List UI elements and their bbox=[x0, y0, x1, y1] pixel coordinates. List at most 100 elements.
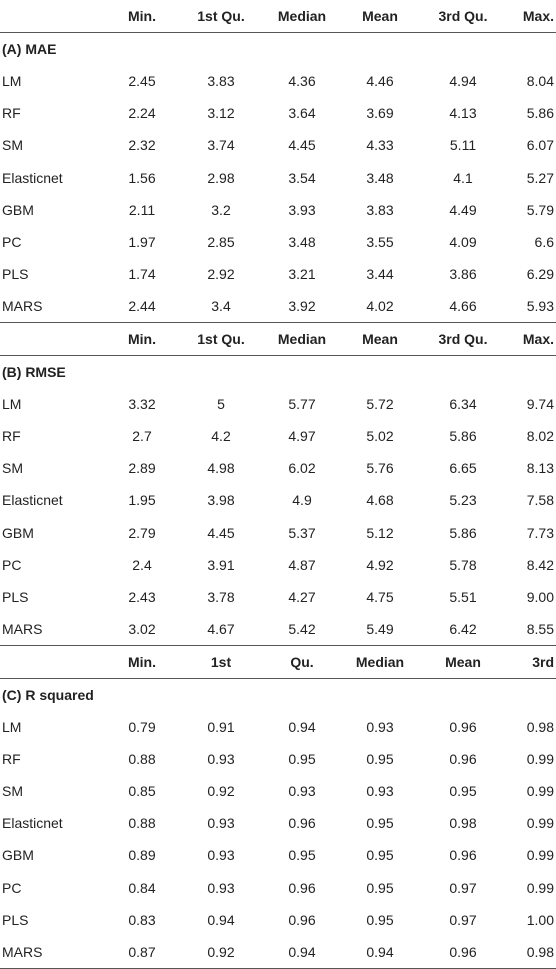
value-cell: 0.96 bbox=[449, 719, 477, 736]
value-cell: 4.68 bbox=[366, 492, 394, 509]
value-cell: 4.66 bbox=[449, 297, 477, 314]
table-row: PC 0.84 0.93 0.96 0.95 0.97 0.99 bbox=[0, 872, 556, 904]
value-cell: 5.77 bbox=[288, 396, 316, 413]
section-title: (B) RMSE bbox=[2, 364, 66, 381]
header-stub bbox=[0, 644, 104, 679]
value-cell: 2.45 bbox=[128, 73, 156, 90]
value-cell: 6.07 bbox=[526, 137, 554, 154]
value-cell: 2.7 bbox=[132, 428, 152, 445]
value-cell: 3.83 bbox=[366, 201, 394, 218]
column-header: 1st Qu. bbox=[180, 321, 262, 357]
column-header: 3rd Qu. bbox=[418, 321, 508, 357]
value-cell: 0.98 bbox=[449, 815, 477, 832]
value-cell: 4.94 bbox=[449, 73, 477, 90]
column-header: Median bbox=[262, 0, 342, 34]
value-cell: 4.13 bbox=[449, 105, 477, 122]
value-cell: 5.12 bbox=[366, 524, 394, 541]
value-cell: 0.93 bbox=[207, 815, 235, 832]
value-cell: 0.83 bbox=[128, 911, 156, 928]
value-cell: 5.76 bbox=[366, 460, 394, 477]
column-header: Mean bbox=[342, 0, 418, 34]
value-cell: 4.87 bbox=[288, 556, 316, 573]
value-cell: 5 bbox=[217, 396, 225, 413]
value-cell: 3.86 bbox=[449, 265, 477, 282]
value-cell: 4.2 bbox=[211, 428, 231, 445]
value-cell: 4.33 bbox=[366, 137, 394, 154]
value-cell: 0.94 bbox=[288, 719, 316, 736]
table-row: PLS 1.74 2.92 3.21 3.44 3.86 6.29 bbox=[0, 258, 556, 290]
table-row: RF 0.88 0.93 0.95 0.95 0.96 0.99 bbox=[0, 743, 556, 775]
column-header: 1st bbox=[180, 644, 262, 679]
value-cell: 0.93 bbox=[366, 719, 394, 736]
value-cell: 0.94 bbox=[342, 935, 418, 969]
table-row: PC 1.97 2.85 3.48 3.55 4.09 6.6 bbox=[0, 226, 556, 258]
model-name-cell: Elasticnet bbox=[2, 492, 63, 509]
value-cell: 3.21 bbox=[288, 265, 316, 282]
value-cell: 1.97 bbox=[128, 233, 156, 250]
value-cell: 4.27 bbox=[288, 588, 316, 605]
value-cell: 2.24 bbox=[128, 105, 156, 122]
value-cell: 0.93 bbox=[207, 847, 235, 864]
header-row: Min. 1st Qu. Median Mean 3rd bbox=[0, 644, 556, 679]
model-name-cell: RF bbox=[2, 751, 21, 768]
value-cell: 0.92 bbox=[180, 935, 262, 969]
value-cell: 3.83 bbox=[207, 73, 235, 90]
value-cell: 1.74 bbox=[128, 265, 156, 282]
value-cell: 3.93 bbox=[288, 201, 316, 218]
table-row: Elasticnet 1.95 3.98 4.9 4.68 5.23 7.58 bbox=[0, 484, 556, 516]
value-cell: 0.95 bbox=[288, 751, 316, 768]
value-cell: 6.6 bbox=[534, 233, 554, 250]
value-cell: 0.93 bbox=[366, 783, 394, 800]
value-cell: 0.93 bbox=[288, 783, 316, 800]
value-cell: 0.95 bbox=[366, 911, 394, 928]
value-cell: 0.84 bbox=[128, 879, 156, 896]
value-cell: 8.02 bbox=[526, 428, 554, 445]
value-cell: 0.96 bbox=[288, 911, 316, 928]
value-cell: 8.42 bbox=[526, 556, 554, 573]
value-cell: 0.99 bbox=[526, 783, 554, 800]
model-name-cell: Elasticnet bbox=[2, 815, 63, 832]
value-cell: 2.92 bbox=[207, 265, 235, 282]
value-cell: 1.95 bbox=[128, 492, 156, 509]
value-cell: 4.46 bbox=[366, 73, 394, 90]
table-row: MARS 0.87 0.92 0.94 0.94 0.96 0.98 bbox=[0, 935, 556, 969]
value-cell: 4.45 bbox=[288, 137, 316, 154]
header-row: Min. 1st Qu. Median Mean 3rd Qu. Max. bbox=[0, 321, 556, 357]
value-cell: 0.98 bbox=[508, 935, 556, 969]
value-cell: 5.72 bbox=[366, 396, 394, 413]
value-cell: 2.43 bbox=[128, 588, 156, 605]
value-cell: 2.4 bbox=[132, 556, 152, 573]
value-cell: 7.58 bbox=[526, 492, 554, 509]
table-row: MARS 3.02 4.67 5.42 5.49 6.42 8.55 bbox=[0, 613, 556, 646]
column-header: Max. bbox=[508, 0, 556, 34]
value-cell: 0.95 bbox=[366, 847, 394, 864]
value-cell: 4.97 bbox=[288, 428, 316, 445]
table-row: LM 2.45 3.83 4.36 4.46 4.94 8.04 bbox=[0, 65, 556, 97]
value-cell: 0.93 bbox=[207, 751, 235, 768]
value-cell: 4.45 bbox=[207, 524, 235, 541]
column-header: Min. bbox=[104, 321, 180, 357]
value-cell: 5.78 bbox=[449, 556, 477, 573]
value-cell: 5.86 bbox=[526, 105, 554, 122]
model-name-cell: GBM bbox=[2, 524, 34, 541]
model-name-cell: PLS bbox=[2, 911, 29, 928]
value-cell: 0.95 bbox=[366, 751, 394, 768]
value-cell: 5.79 bbox=[526, 201, 554, 218]
value-cell: 1.56 bbox=[128, 169, 156, 186]
column-header: Min. bbox=[104, 0, 180, 34]
value-cell: 0.85 bbox=[128, 783, 156, 800]
value-cell: 0.99 bbox=[526, 847, 554, 864]
column-header: Mean bbox=[342, 321, 418, 357]
value-cell: 0.96 bbox=[418, 935, 508, 969]
value-cell: 3.55 bbox=[366, 233, 394, 250]
value-cell: 2.44 bbox=[128, 297, 156, 314]
value-cell: 3.98 bbox=[207, 492, 235, 509]
table-row: LM 3.32 5 5.77 5.72 6.34 9.74 bbox=[0, 388, 556, 420]
value-cell: 5.42 bbox=[288, 620, 316, 637]
value-cell: 5.51 bbox=[449, 588, 477, 605]
model-name-cell: PC bbox=[2, 556, 22, 573]
value-cell: 2.32 bbox=[128, 137, 156, 154]
column-header: Median bbox=[342, 644, 418, 679]
